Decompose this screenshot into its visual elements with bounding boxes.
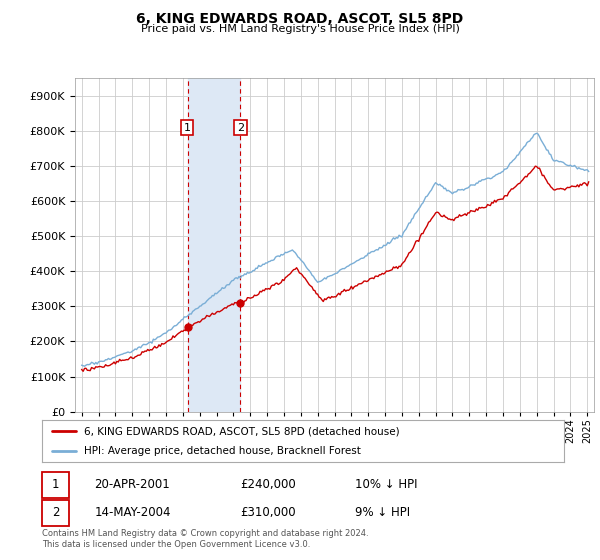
Text: 1: 1 xyxy=(184,123,191,133)
Text: 2: 2 xyxy=(237,123,244,133)
Text: 10% ↓ HPI: 10% ↓ HPI xyxy=(355,478,418,492)
Bar xyxy=(42,500,69,526)
Text: £310,000: £310,000 xyxy=(241,506,296,520)
Bar xyxy=(188,78,239,412)
Bar xyxy=(42,472,69,498)
Text: 2: 2 xyxy=(52,506,59,520)
Text: £240,000: £240,000 xyxy=(241,478,296,492)
Text: 20-APR-2001: 20-APR-2001 xyxy=(94,478,170,492)
Text: 6, KING EDWARDS ROAD, ASCOT, SL5 8PD (detached house): 6, KING EDWARDS ROAD, ASCOT, SL5 8PD (de… xyxy=(84,426,400,436)
Text: 6, KING EDWARDS ROAD, ASCOT, SL5 8PD: 6, KING EDWARDS ROAD, ASCOT, SL5 8PD xyxy=(136,12,464,26)
Text: 1: 1 xyxy=(52,478,59,492)
Text: HPI: Average price, detached house, Bracknell Forest: HPI: Average price, detached house, Brac… xyxy=(84,446,361,456)
Text: Contains HM Land Registry data © Crown copyright and database right 2024.
This d: Contains HM Land Registry data © Crown c… xyxy=(42,529,368,549)
Text: 14-MAY-2004: 14-MAY-2004 xyxy=(94,506,171,520)
Text: 9% ↓ HPI: 9% ↓ HPI xyxy=(355,506,410,520)
Text: Price paid vs. HM Land Registry's House Price Index (HPI): Price paid vs. HM Land Registry's House … xyxy=(140,24,460,34)
